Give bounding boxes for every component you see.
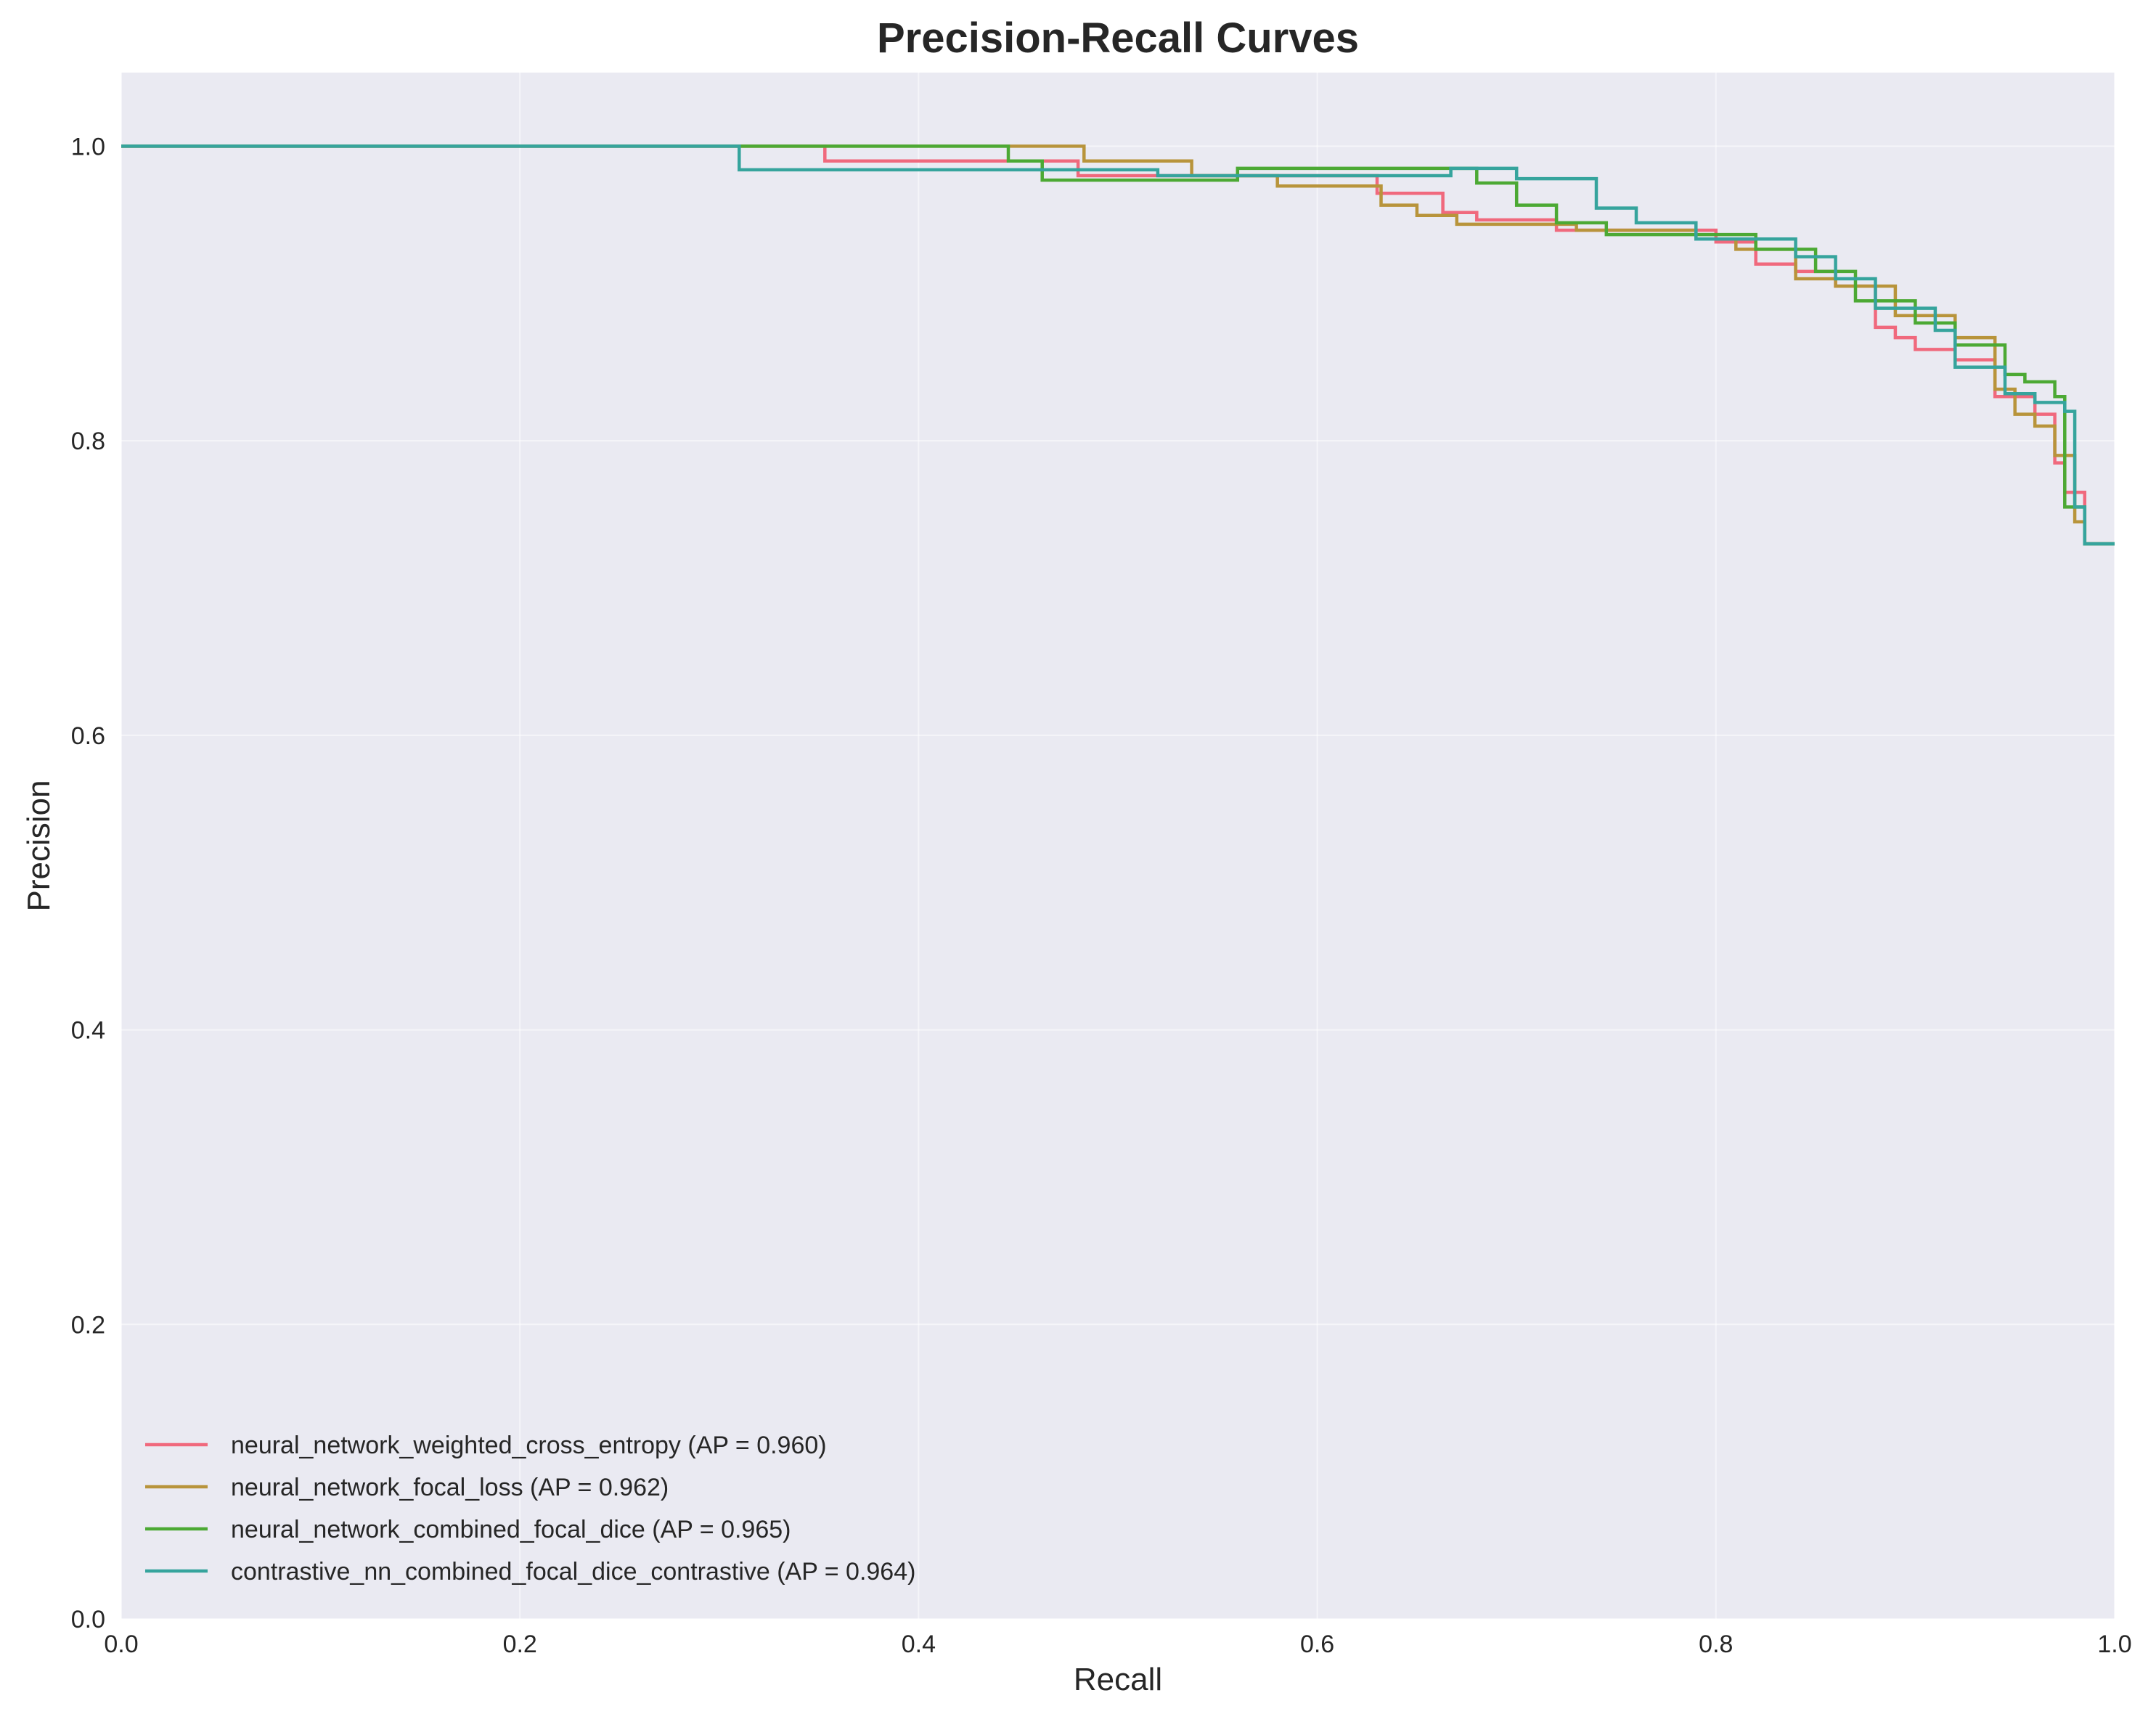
legend-label-3: neural_network_combined_focal_dice (AP =…	[231, 1516, 791, 1543]
x-tick-label: 1.0	[2097, 1631, 2131, 1658]
grid-lines	[121, 73, 2115, 1620]
series-line-4	[121, 144, 2115, 546]
x-tick-label: 0.8	[1699, 1631, 1733, 1658]
chart-title: Precision-Recall Curves	[877, 15, 1359, 62]
x-tick-label: 0.6	[1300, 1631, 1334, 1658]
plot-area	[121, 73, 2115, 1619]
legend-label-4: contrastive_nn_combined_focal_dice_contr…	[231, 1558, 915, 1586]
series-lines	[121, 144, 2115, 546]
legend-label-1: neural_network_weighted_cross_entropy (A…	[231, 1432, 827, 1459]
y-tick-label: 0.4	[71, 1017, 105, 1045]
legend: neural_network_weighted_cross_entropy (A…	[145, 1432, 915, 1586]
y-tick-label: 0.8	[71, 428, 105, 455]
x-tick-label: 0.4	[902, 1631, 936, 1658]
x-tick-labels: 0.0 0.2 0.4 0.6 0.8 1.0	[104, 1631, 2131, 1658]
series-line-2	[121, 144, 2115, 546]
y-tick-labels: 0.0 0.2 0.4 0.6 0.8 1.0	[71, 133, 105, 1633]
x-tick-label: 0.2	[503, 1631, 537, 1658]
y-tick-label: 0.0	[71, 1606, 105, 1633]
y-tick-label: 1.0	[71, 133, 105, 160]
y-tick-label: 0.6	[71, 722, 105, 750]
y-tick-label: 0.2	[71, 1311, 105, 1339]
x-axis-label: Recall	[1074, 1662, 1162, 1697]
y-axis-label: Precision	[21, 780, 57, 912]
legend-label-2: neural_network_focal_loss (AP = 0.962)	[231, 1474, 669, 1501]
series-line-3	[121, 144, 2115, 546]
x-tick-label: 0.0	[104, 1631, 138, 1658]
